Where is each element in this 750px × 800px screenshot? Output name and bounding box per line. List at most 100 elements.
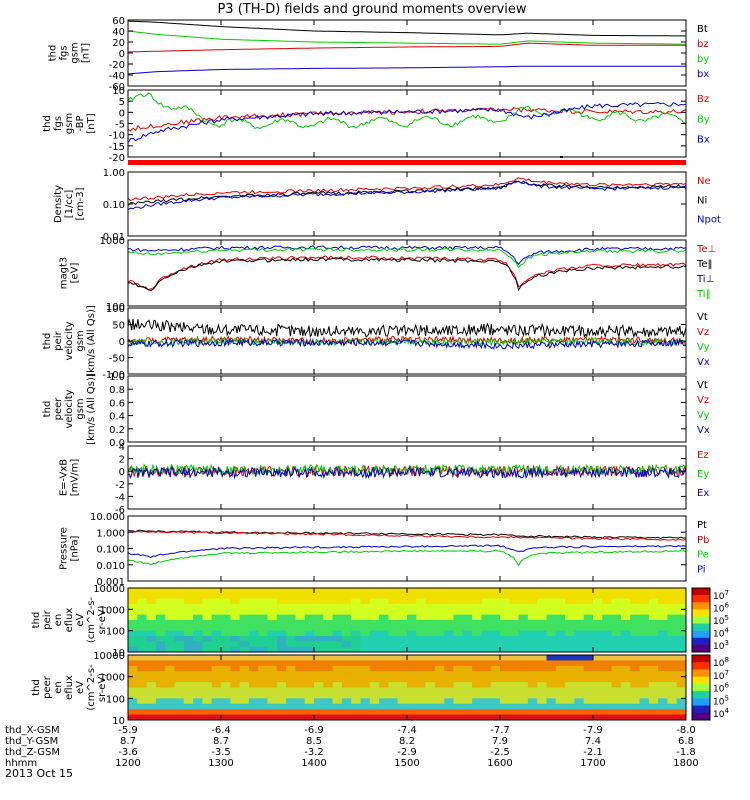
heatmap-cell [574, 660, 585, 667]
heatmap-cell [239, 630, 250, 637]
heatmap-cell [267, 692, 278, 699]
heatmap-cell [202, 625, 213, 632]
heatmap-cell [388, 676, 399, 683]
heatmap-cell [295, 698, 306, 705]
heatmap-cell [667, 676, 678, 683]
heatmap-cell [248, 692, 259, 699]
heatmap-cell [202, 665, 213, 672]
heatmap-cell [128, 660, 138, 667]
heatmap-cell [379, 620, 389, 626]
heatmap-cell [620, 598, 631, 605]
y-axis-label-line: gsm [70, 42, 81, 63]
legend-label: Vz [697, 327, 709, 338]
heatmap-cell [648, 660, 659, 667]
heatmap-cell [183, 709, 194, 716]
heatmap-cell [369, 682, 380, 688]
y-axis-label-line: [km/s (All Qs)] [86, 305, 97, 377]
heatmap-cell [602, 609, 613, 616]
heatmap-cell [648, 671, 659, 678]
heatmap-cell [211, 588, 222, 594]
heatmap-cell [593, 614, 603, 621]
heatmap-cell [658, 625, 668, 632]
heatmap-cell [676, 641, 687, 648]
heatmap-cell [230, 682, 241, 688]
heatmap-cell [165, 698, 175, 705]
heatmap-cell [379, 614, 389, 621]
heatmap-cell [667, 687, 678, 694]
heatmap-cell [602, 625, 613, 632]
heatmap-cell [546, 687, 557, 694]
heatmap-cell [434, 604, 445, 610]
colorbar-tick-label: 104 [713, 627, 729, 640]
heatmap-cell [314, 703, 324, 710]
heatmap-cell [388, 687, 399, 694]
heatmap-cell [602, 646, 613, 653]
heatmap-cell [537, 665, 547, 672]
heatmap-cell [351, 646, 361, 653]
y-axis-label-line: en [53, 681, 64, 694]
heatmap-cell [183, 714, 194, 721]
heatmap-cell [248, 646, 259, 653]
heatmap-cell [183, 593, 194, 600]
y-tick-label: 60 [112, 16, 125, 27]
heatmap-cell [323, 682, 334, 688]
x-row-label: hhmm [5, 758, 37, 769]
heatmap-cell [174, 676, 185, 683]
heatmap-cell [407, 593, 417, 600]
heatmap-cell [527, 588, 538, 594]
y-tick-label: 0.100 [96, 545, 125, 556]
heatmap-cell [416, 588, 427, 594]
heatmap-cell [379, 636, 389, 642]
heatmap-cell [379, 598, 389, 605]
heatmap-cell [434, 665, 445, 672]
figure-title: P3 (TH-D) fields and ground moments over… [217, 2, 526, 17]
heatmap-cell [183, 630, 194, 637]
legend-label: Ez [697, 450, 709, 461]
heatmap-cell [481, 665, 492, 672]
heatmap-cell [565, 620, 575, 626]
heatmap-cell [165, 682, 175, 688]
heatmap-cell [295, 620, 306, 626]
heatmap-cell [565, 660, 575, 667]
heatmap-cell [453, 692, 464, 699]
heatmap-cell [351, 609, 361, 616]
heatmap-cell [155, 598, 166, 605]
heatmap-cell [518, 588, 529, 594]
heatmap-cell [360, 614, 371, 621]
heatmap-cell [323, 604, 334, 610]
heatmap-cell [676, 636, 687, 642]
heatmap-cell [630, 625, 640, 632]
heatmap-cell [351, 660, 361, 667]
heatmap-cell [509, 655, 520, 661]
heatmap-cell [239, 714, 250, 721]
heatmap-cell [555, 671, 566, 678]
heatmap-cell [369, 620, 380, 626]
heatmap-cell [565, 714, 575, 721]
heatmap-cell [183, 682, 194, 688]
heatmap-cell [593, 625, 603, 632]
heatmap-cell [137, 588, 148, 594]
heatmap-cell [500, 698, 510, 705]
heatmap-cell [472, 620, 482, 626]
heatmap-cell [341, 655, 352, 661]
heatmap-cell [360, 682, 371, 688]
legend-label: Vy [697, 410, 710, 421]
heatmap-cell [258, 698, 268, 705]
series-line-bz [127, 42, 686, 53]
heatmap-cell [193, 655, 203, 661]
series-line-Ti‖ [127, 247, 687, 269]
heatmap-cell [397, 692, 408, 699]
heatmap-cell [258, 665, 268, 672]
heatmap-cell [583, 604, 594, 610]
heatmap-cell [155, 714, 166, 721]
heatmap-cell [314, 671, 324, 678]
heatmap-cell [648, 604, 659, 610]
heatmap-cell [146, 660, 157, 667]
heatmap-cell [332, 620, 343, 626]
heatmap-cell [323, 636, 334, 642]
heatmap-cell [258, 598, 268, 605]
heatmap-cell [648, 614, 659, 621]
heatmap-cell [304, 609, 315, 616]
heatmap-cell [546, 620, 557, 626]
heatmap-cell [146, 676, 157, 683]
